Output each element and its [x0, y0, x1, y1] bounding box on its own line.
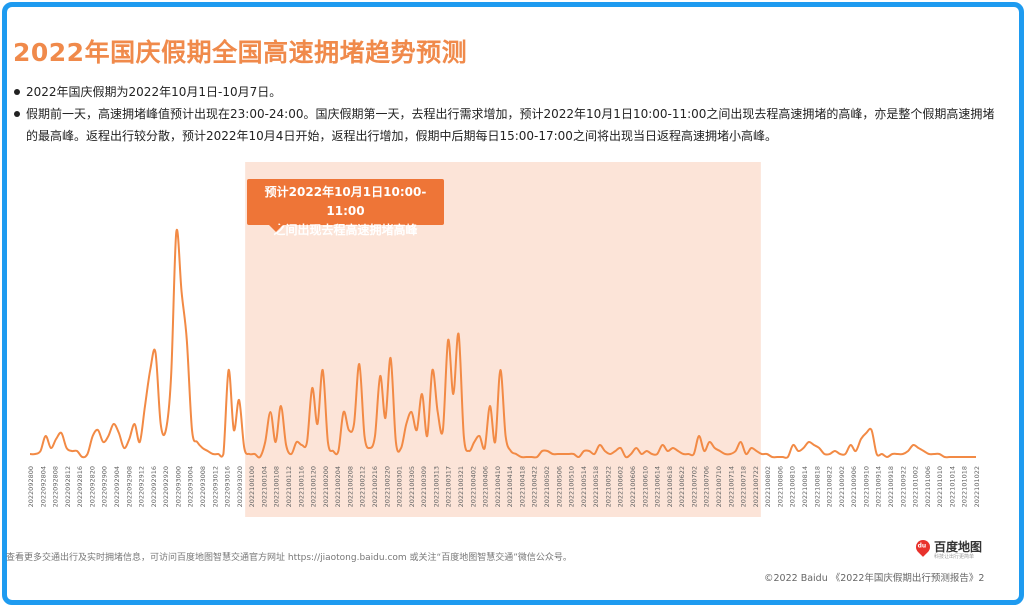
x-tick-label: 2022100618	[666, 466, 674, 507]
x-tick-label: 2022092904	[113, 466, 121, 507]
x-tick-label: 2022100120	[310, 466, 318, 507]
x-tick-label: 2022100414	[506, 466, 514, 507]
x-tick-label: 2022100410	[494, 466, 502, 507]
x-tick-label: 2022100100	[248, 466, 256, 507]
map-pin-icon: du	[913, 537, 933, 557]
x-tick-label: 2022101010	[936, 466, 944, 507]
copyright: ©2022 Baidu 《2022年国庆假期出行预测报告》2	[764, 573, 985, 584]
x-tick-label: 2022092812	[64, 466, 72, 507]
x-tick-label: 2022100922	[899, 466, 907, 507]
x-tick-label: 2022100918	[887, 466, 895, 507]
baidu-maps-logo: du 百度地图 科技让出行更简单	[913, 536, 994, 562]
x-tick-label: 2022100606	[629, 466, 637, 507]
x-tick-label: 2022092808	[52, 466, 60, 507]
logo-tagline: 科技让出行更简单	[934, 554, 975, 560]
x-tick-label: 2022092820	[88, 466, 96, 507]
x-tick-label: 2022100305	[408, 466, 416, 507]
x-tick-label: 2022100802	[764, 466, 772, 507]
x-tick-label: 2022093016	[224, 466, 232, 507]
x-tick-label: 2022092912	[138, 466, 146, 507]
x-tick-label: 2022101022	[973, 466, 981, 507]
x-tick-label: 2022093008	[199, 466, 207, 507]
page-title: 2022年国庆假期全国高速拥堵趋势预测	[13, 38, 468, 67]
x-tick-label: 2022101018	[961, 466, 969, 507]
x-tick-label: 2022100718	[740, 466, 748, 507]
x-tick-label: 2022100902	[838, 466, 846, 507]
x-tick-label: 2022100518	[592, 466, 600, 507]
bullet-item: 2022年国庆假期为2022年10月1日-10月7日。	[13, 81, 1003, 103]
x-tick-label: 2022100204	[334, 466, 342, 507]
x-tick-label: 2022100313	[432, 466, 440, 507]
x-tick-label: 2022093020	[236, 466, 244, 507]
x-tick-label: 2022100610	[641, 466, 649, 507]
x-tick-label: 2022092920	[162, 466, 170, 507]
x-tick-label: 2022100822	[826, 466, 834, 507]
x-tick-label: 2022100814	[801, 466, 809, 507]
x-tick-label: 2022092800	[27, 466, 35, 507]
x-tick-label: 2022100910	[862, 466, 870, 507]
x-tick-label: 2022092816	[76, 466, 84, 507]
x-tick-label: 2022100510	[568, 466, 576, 507]
x-tick-label: 2022093000	[174, 466, 182, 507]
x-tick-label: 2022100422	[531, 466, 539, 507]
x-tick-label: 2022100208	[346, 466, 354, 507]
x-tick-label: 2022101006	[924, 466, 932, 507]
callout-line-1: 预计2022年10月1日10:00-11:00	[264, 185, 427, 218]
x-tick-label: 2022100216	[371, 466, 379, 507]
x-tick-label: 2022100116	[297, 466, 305, 507]
logo-name: 百度地图	[934, 540, 983, 554]
congestion-trend-chart: 2022092800 2022092804 2022092808 2022092812…	[27, 162, 981, 517]
x-tick-label: 2022100914	[875, 466, 883, 507]
x-tick-label: 2022100212	[359, 466, 367, 507]
x-tick-label: 2022100522	[604, 466, 612, 507]
x-tick-label: 2022093004	[187, 466, 195, 507]
logo-badge: du	[917, 542, 927, 550]
x-tick-label: 2022100220	[383, 466, 391, 507]
x-tick-label: 2022092916	[150, 466, 158, 507]
x-tick-label: 2022100406	[482, 466, 490, 507]
x-tick-label: 2022100818	[813, 466, 821, 507]
x-tick-label: 2022100514	[580, 466, 588, 507]
x-tick-label: 2022100714	[727, 466, 735, 507]
x-tick-label: 2022100810	[789, 466, 797, 507]
x-tick-label: 2022100112	[285, 466, 293, 507]
x-tick-label: 2022092804	[39, 466, 47, 507]
x-tick-label: 2022092900	[101, 466, 109, 507]
bullet-item: 假期前一天，高速拥堵峰值预计出现在23:00-24:00。国庆假期第一天，去程出…	[13, 103, 1003, 147]
x-tick-label: 2022100301	[396, 466, 404, 507]
congestion-series-line	[29, 228, 976, 459]
callout-line-2: 之间出现去程高速拥堵高峰	[273, 223, 418, 237]
x-tick-label: 2022100706	[703, 466, 711, 507]
x-tick-label: 2022100614	[654, 466, 662, 507]
x-tick-label: 2022100702	[690, 466, 698, 507]
x-tick-label: 2022100104	[260, 466, 268, 507]
peak-callout: 预计2022年10月1日10:00-11:00 之间出现去程高速拥堵高峰	[247, 179, 444, 237]
x-tick-label: 2022100321	[457, 466, 465, 507]
x-tick-label: 2022100402	[469, 466, 477, 507]
x-tick-label: 2022100506	[555, 466, 563, 507]
x-tick-label: 2022100317	[445, 466, 453, 507]
x-tick-label: 2022100200	[322, 466, 330, 507]
x-tick-label: 2022101002	[912, 466, 920, 507]
x-tick-label: 2022101014	[948, 466, 956, 507]
x-tick-label: 2022100722	[752, 466, 760, 507]
x-tick-label: 2022100108	[273, 466, 281, 507]
x-tick-label: 2022100309	[420, 466, 428, 507]
x-tick-label: 2022100710	[715, 466, 723, 507]
x-tick-label: 2022100806	[776, 466, 784, 507]
bullet-list: 2022年国庆假期为2022年10月1日-10月7日。 假期前一天，高速拥堵峰值…	[13, 81, 1003, 147]
x-tick-label: 2022093012	[211, 466, 219, 507]
x-tick-label: 2022100602	[617, 466, 625, 507]
footnote: 查看更多交通出行及实时拥堵信息，可访问百度地图智慧交通官方网址 https://…	[6, 553, 572, 563]
x-tick-label: 2022100502	[543, 466, 551, 507]
x-tick-label: 2022100906	[850, 466, 858, 507]
x-tick-label: 2022100622	[678, 466, 686, 507]
x-tick-label: 2022092908	[125, 466, 133, 507]
x-tick-label: 2022100418	[518, 466, 526, 507]
